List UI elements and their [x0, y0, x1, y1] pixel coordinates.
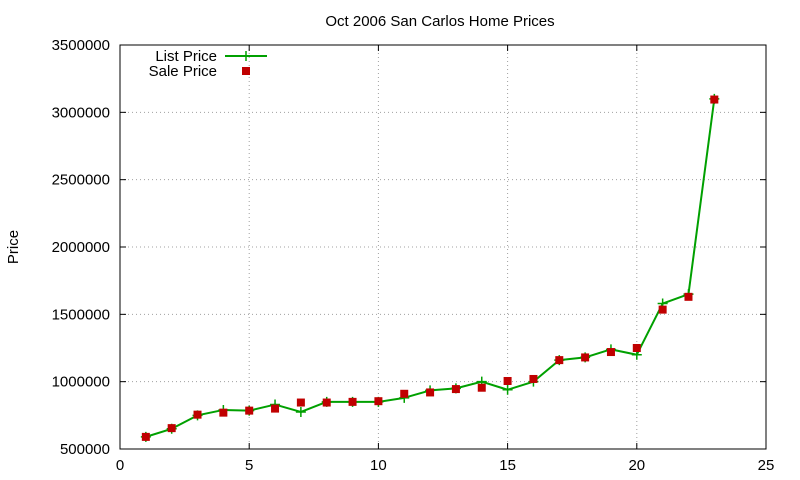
sale-price-point: [167, 424, 176, 433]
sale-price-point: [503, 376, 512, 385]
legend-label-sale-price: Sale Price: [149, 63, 217, 80]
grid: [120, 45, 766, 449]
sale-price-point: [529, 374, 538, 383]
sale-price-point: [477, 383, 486, 392]
x-tick-label: 0: [116, 457, 124, 474]
sale-price-point: [658, 305, 667, 314]
y-tick-label: 3000000: [52, 104, 110, 121]
sale-price-point: [219, 408, 228, 417]
sale-price-point: [710, 95, 719, 104]
sale-price-point: [141, 432, 150, 441]
legend: List Price Sale Price: [149, 48, 267, 80]
list-price-point: [295, 406, 306, 417]
sale-price-point: [555, 356, 564, 365]
sale-price-point: [451, 385, 460, 394]
y-tick-label: 2000000: [52, 239, 110, 256]
sale-price-point: [581, 353, 590, 362]
axis-ticks: 0 5 10 15 20 25 500000 1000000 1500000 2000000 250…: [52, 37, 775, 474]
series: [140, 93, 720, 442]
y-tick-label: 1500000: [52, 306, 110, 323]
sale-price-point: [322, 398, 331, 407]
x-tick-label: 10: [370, 457, 387, 474]
legend-swatch-sale-price: [242, 67, 250, 75]
sale-price-point: [271, 404, 280, 413]
y-tick-label: 2500000: [52, 172, 110, 189]
y-axis-label: Price: [5, 230, 22, 264]
series-sale-price: [141, 95, 719, 441]
sale-price-point: [426, 388, 435, 397]
sale-price-point: [374, 397, 383, 406]
x-tick-label: 25: [758, 457, 775, 474]
legend-label-list-price: List Price: [155, 48, 217, 65]
y-tick-label: 500000: [60, 441, 110, 458]
sale-price-point: [606, 348, 615, 357]
x-tick-label: 20: [628, 457, 645, 474]
x-tick-label: 15: [499, 457, 516, 474]
chart-title: Oct 2006 San Carlos Home Prices: [325, 13, 554, 30]
y-tick-label: 1000000: [52, 374, 110, 391]
sale-price-point: [400, 389, 409, 398]
legend-marker-list-price: [241, 51, 251, 61]
list-price-point: [502, 384, 513, 395]
sale-price-point: [245, 406, 254, 415]
sale-price-point: [193, 410, 202, 419]
sale-price-point: [632, 344, 641, 352]
sale-price-point: [296, 398, 305, 407]
sale-price-point: [348, 397, 357, 406]
sale-price-point: [684, 292, 693, 301]
y-tick-label: 3500000: [52, 37, 110, 54]
x-tick-label: 5: [245, 457, 253, 474]
